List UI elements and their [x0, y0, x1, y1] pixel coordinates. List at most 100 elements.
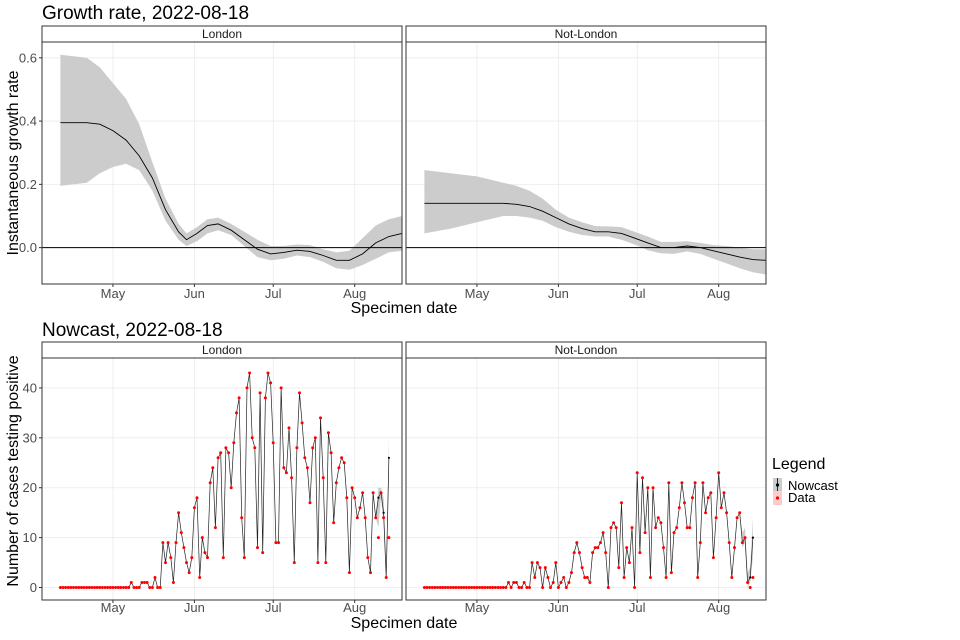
data-point	[572, 551, 576, 555]
data-point	[733, 546, 736, 550]
data-point	[709, 491, 713, 495]
data-point	[200, 536, 204, 540]
nowcast-chart-title: Nowcast, 2022-08-18	[42, 320, 223, 341]
data-point	[446, 586, 450, 589]
data-point	[698, 541, 702, 545]
data-point	[690, 496, 694, 500]
nowcast-gridlines	[42, 358, 402, 600]
data-point	[685, 526, 689, 530]
x-tick-label: May	[465, 286, 490, 301]
data-point	[711, 556, 715, 560]
data-point	[224, 446, 228, 450]
data-point	[443, 586, 447, 589]
data-point	[122, 586, 125, 589]
data-point	[342, 461, 346, 465]
data-point	[596, 546, 600, 550]
data-point	[156, 586, 160, 589]
data-point	[227, 451, 231, 455]
data-point	[119, 586, 123, 589]
data-point	[192, 506, 196, 510]
data-point	[549, 586, 552, 589]
growth-x-axis-title: Specimen date	[351, 300, 458, 317]
data-point	[135, 586, 139, 589]
data-point	[475, 586, 479, 589]
data-point	[287, 426, 291, 430]
data-point	[185, 561, 188, 565]
data-point	[258, 391, 262, 395]
growth-strip-label-not-london: Not-London	[555, 27, 618, 41]
data-point	[725, 511, 729, 515]
data-point	[472, 586, 476, 589]
nowcast-point	[749, 576, 752, 579]
data-point	[570, 571, 573, 575]
data-point	[177, 511, 181, 515]
data-point	[488, 586, 492, 589]
data-point	[717, 471, 721, 475]
data-point	[82, 586, 86, 589]
data-point	[433, 586, 437, 589]
data-point	[95, 586, 99, 589]
data-point	[583, 576, 587, 579]
data-point	[641, 476, 644, 480]
data-point	[158, 586, 162, 589]
data-point	[612, 521, 616, 525]
data-point	[522, 581, 526, 584]
y-tick-label: 40	[23, 380, 37, 395]
legend-nowcast-label: Nowcast	[788, 478, 838, 493]
nowcast-point	[387, 456, 390, 459]
data-point	[87, 586, 91, 589]
data-point	[454, 586, 458, 589]
growth-panels: London May Jun Jul Aug 0.0 0.2 0.4 0.6 Not-London…	[19, 25, 767, 301]
nowcast-strip-label-london: London	[202, 343, 242, 357]
data-point	[66, 586, 70, 589]
data-point	[290, 476, 294, 480]
data-point	[606, 586, 610, 589]
data-point	[300, 421, 304, 425]
data-point	[326, 431, 330, 435]
data-point	[308, 501, 312, 505]
data-point	[593, 546, 597, 550]
data-point	[266, 371, 270, 375]
data-point	[382, 516, 386, 520]
data-point	[436, 586, 439, 589]
data-point	[137, 586, 141, 589]
nowcast-points	[423, 471, 755, 589]
data-point	[171, 581, 175, 584]
data-point	[451, 586, 455, 589]
data-point	[483, 586, 487, 589]
data-point	[311, 446, 315, 450]
data-point	[274, 541, 278, 545]
data-point	[363, 516, 367, 520]
x-tick-label: Aug	[707, 286, 730, 301]
x-tick-label: Aug	[707, 600, 730, 615]
data-point	[321, 476, 325, 480]
data-point	[683, 501, 686, 505]
data-point	[554, 561, 558, 565]
x-tick-label: Jul	[265, 600, 282, 615]
data-point	[374, 516, 378, 520]
data-point	[662, 546, 665, 550]
data-point	[651, 486, 655, 490]
data-point	[127, 586, 131, 589]
data-point	[701, 481, 705, 485]
data-point	[271, 441, 275, 445]
data-point	[459, 586, 463, 589]
y-tick-label: 0.2	[19, 177, 37, 192]
nowcast-line	[60, 372, 390, 588]
data-point	[486, 586, 489, 589]
data-point	[292, 561, 296, 565]
data-point	[704, 511, 708, 515]
data-point	[441, 586, 445, 589]
data-point	[625, 546, 629, 550]
y-tick-label: 30	[23, 430, 37, 445]
data-point	[240, 516, 244, 520]
data-point	[90, 586, 94, 589]
data-point	[379, 491, 383, 495]
data-point	[376, 536, 380, 540]
data-point	[585, 576, 589, 579]
data-point	[630, 526, 634, 530]
data-point	[232, 441, 236, 445]
y-tick-label: 0.4	[19, 114, 37, 129]
data-point	[174, 541, 178, 545]
x-tick-label: Aug	[343, 600, 366, 615]
